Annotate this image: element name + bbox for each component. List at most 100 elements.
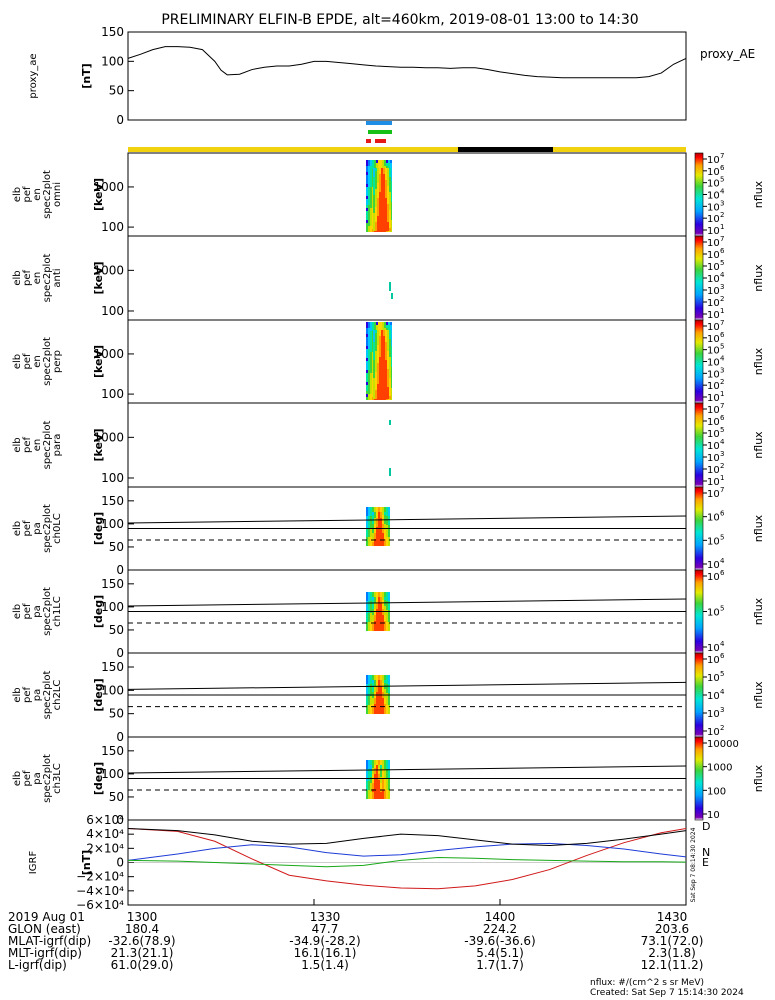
panel-proxy_ae: proxy_ae [nT] 150 100 50 0 proxy_AE <box>28 25 755 127</box>
flux-pixel <box>386 516 388 519</box>
colorbar-tick-label: 10 <box>707 191 720 202</box>
flux-pixel <box>381 369 383 372</box>
flux-pixel <box>368 678 370 681</box>
y-tick-label: 100 <box>101 471 124 485</box>
flux-pixel <box>376 678 378 681</box>
y-tick-label: 6×10⁴ <box>86 813 124 827</box>
flux-pixel <box>381 189 383 192</box>
flux-pixel <box>376 708 378 711</box>
flux-pixel <box>372 780 374 783</box>
flux-pixel <box>372 325 374 328</box>
flux-pixel <box>386 687 388 690</box>
flux-pixel <box>375 333 377 336</box>
flux-pixel <box>366 343 368 346</box>
flux-pixel <box>366 534 368 537</box>
flux-pixel <box>366 331 368 334</box>
flux-pixel <box>368 349 370 352</box>
y-tick-label: 100 <box>101 304 124 318</box>
flux-pixel <box>370 391 372 394</box>
flux-pixel <box>377 195 379 198</box>
flux-pixel <box>366 217 368 220</box>
flux-pixel <box>368 522 370 525</box>
flux-pixel <box>374 686 376 689</box>
flux-pixel <box>368 346 370 349</box>
flux-pixel <box>372 600 374 603</box>
flux-pixel <box>368 181 370 184</box>
colorbar-tick-label: 10 <box>707 369 720 380</box>
flux-pixel <box>370 625 372 628</box>
flux-pixel <box>382 689 384 692</box>
flux-pixel <box>374 543 376 546</box>
flux-pixel <box>379 183 381 186</box>
flux-pixel <box>374 530 376 533</box>
flux-pixel <box>368 687 370 690</box>
flux-pixel <box>379 366 381 369</box>
flux-pixel <box>373 210 375 213</box>
flux-pixel <box>368 205 370 208</box>
flux-pixel <box>387 225 389 228</box>
flux-pixel <box>379 387 381 390</box>
flux-pixel <box>380 675 382 678</box>
flux-pixel <box>375 348 377 351</box>
flux-pixel <box>370 783 372 786</box>
flux-pixel <box>374 612 376 615</box>
flux-pixel <box>384 704 386 707</box>
flux-pixel <box>382 328 384 331</box>
flux-pixel <box>366 601 368 604</box>
panel-frame <box>127 31 687 121</box>
flux-pixel <box>373 207 375 210</box>
flux-pixel <box>372 507 374 510</box>
flux-pixel <box>379 177 381 180</box>
flux-pixel <box>372 763 374 766</box>
flux-pixel <box>384 536 386 539</box>
flux-pixel <box>366 684 368 687</box>
flux-pixel <box>388 531 390 534</box>
igrf-series-line <box>127 828 687 847</box>
y-tick-label: 100 <box>101 600 124 614</box>
flux-pixel <box>374 609 376 612</box>
flux-pixel <box>368 202 370 205</box>
flux-pixel <box>383 168 385 171</box>
flux-pixel <box>368 343 370 346</box>
flux-pixel <box>370 613 372 616</box>
flux-pixel <box>383 342 385 345</box>
flux-pixel <box>370 687 372 690</box>
flux-pixel <box>373 222 375 225</box>
flux-pixel <box>368 193 370 196</box>
flux-pixel <box>376 704 378 707</box>
flux-pixel <box>368 607 370 610</box>
flux-pixel <box>376 701 378 704</box>
flux-pixel <box>386 766 388 769</box>
flux-pixel <box>380 328 382 331</box>
flux-pixel <box>372 708 374 711</box>
flux-pixel <box>388 519 390 522</box>
flux-pixel <box>382 683 384 686</box>
flux-pixel <box>380 686 382 689</box>
flux-pixel <box>376 765 378 768</box>
y-axis-label: pef <box>22 437 33 454</box>
flux-pixel <box>366 699 368 702</box>
flux-pixel <box>373 384 375 387</box>
flux-pixel <box>372 704 374 707</box>
flux-pixel <box>378 765 380 768</box>
flux-pixel <box>366 352 368 355</box>
flux-pixel <box>388 598 390 601</box>
flux-pixel <box>368 769 370 772</box>
flux-pixel <box>366 163 368 166</box>
flux-pixel <box>383 222 385 225</box>
flux-pixel <box>378 615 380 618</box>
flux-pixel <box>385 357 387 360</box>
flux-pixel <box>387 330 389 333</box>
flux-pixel <box>366 540 368 543</box>
flux-pixel <box>382 766 384 769</box>
flux-pixel <box>379 228 381 231</box>
flux-pixel <box>370 229 372 232</box>
flux-pixel <box>382 521 384 524</box>
flux-pixel <box>368 766 370 769</box>
flux-pixel <box>373 177 375 180</box>
flux-pixel <box>389 222 391 225</box>
x-axis-row-label: L-igrf(dip) <box>8 958 67 972</box>
flux-pixel <box>366 510 368 513</box>
